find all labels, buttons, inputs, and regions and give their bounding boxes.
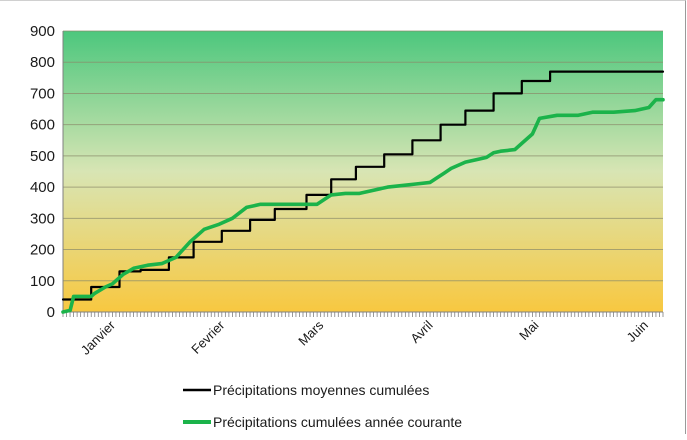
x-tick-label: Fevrier xyxy=(188,317,228,357)
y-tick-label: 800 xyxy=(30,54,55,71)
legend-label-courante: Précipitations cumulées année courante xyxy=(213,414,462,430)
series-line-moyennes xyxy=(61,70,665,301)
y-tick-label: 600 xyxy=(30,117,55,134)
y-tick-labels: 0 100 200 300 400 500 600 700 800 900 xyxy=(30,23,55,321)
legend-label-moyennes: Précipitations moyennes cumulées xyxy=(213,382,429,398)
y-tick-label: 900 xyxy=(30,23,55,40)
y-tick-label: 300 xyxy=(30,210,55,227)
legend: Précipitations moyennes cumulées Précipi… xyxy=(183,382,462,430)
series-line-courante xyxy=(61,97,665,314)
y-tick-label: 500 xyxy=(30,148,55,165)
y-tick-label: 400 xyxy=(30,179,55,196)
x-tick-label: Avril xyxy=(407,317,435,345)
plot-area-background xyxy=(63,31,663,312)
y-tick-label: 700 xyxy=(30,85,55,102)
series-lines xyxy=(61,70,665,314)
x-tick-label: Juin xyxy=(624,318,651,345)
y-tick-label: 0 xyxy=(47,304,55,321)
y-tick-label: 100 xyxy=(30,273,55,290)
y-tick-label: 200 xyxy=(30,242,55,259)
grid-lines xyxy=(63,30,663,282)
x-tick-label: Mai xyxy=(516,317,541,342)
axes xyxy=(62,31,664,317)
x-tick-label: Mars xyxy=(295,317,326,348)
x-tick-label: Janvier xyxy=(78,317,119,358)
x-tick-labels: Janvier Fevrier Mars Avril Mai Juin xyxy=(78,317,651,358)
